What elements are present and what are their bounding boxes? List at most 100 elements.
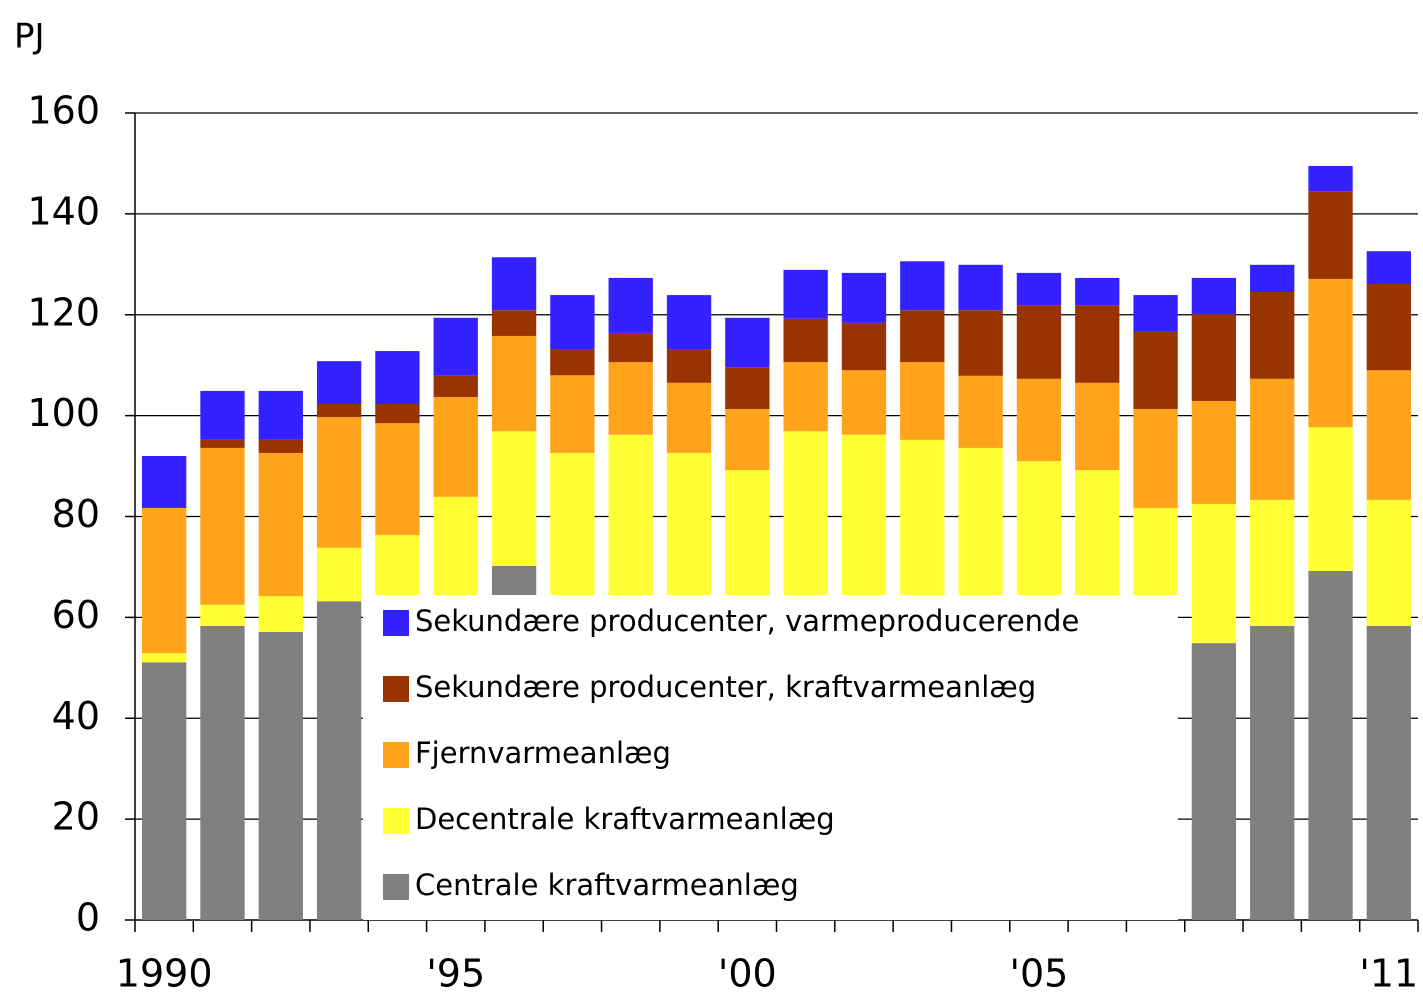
- x-tick-label: '11: [1359, 952, 1418, 996]
- bar-segment: [550, 349, 595, 376]
- y-tick-label: 80: [52, 492, 100, 536]
- bar-segment: [1308, 570, 1353, 920]
- bar-segment: [258, 632, 303, 920]
- bar-segment: [433, 317, 478, 376]
- bar-segment: [725, 367, 770, 410]
- y-axis-label: PJ: [14, 17, 45, 57]
- bar-segment: [550, 295, 595, 350]
- legend-label: Sekundære producenter, kraftvarmeanlæg: [415, 670, 1036, 704]
- bar-segment: [841, 322, 887, 371]
- bar-segment: [1191, 643, 1237, 920]
- legend-label: Centrale kraftvarmeanlæg: [415, 868, 799, 902]
- bar-segment: [1191, 503, 1237, 644]
- bar-segment: [200, 625, 245, 920]
- bar-segment: [841, 370, 887, 435]
- bar-segment: [200, 447, 245, 605]
- bar-segment: [1075, 382, 1120, 471]
- bar-segment: [1308, 427, 1353, 571]
- bar-segment: [608, 362, 653, 435]
- bar-segment: [1308, 278, 1353, 428]
- y-tick-label: 120: [27, 290, 100, 334]
- bar-segment: [141, 662, 187, 920]
- x-tick-label: '95: [426, 952, 485, 996]
- bar-segment: [316, 404, 362, 418]
- bar-segment: [258, 390, 303, 440]
- y-tick-label: 140: [27, 189, 100, 233]
- bar-segment: [141, 455, 187, 508]
- bar-segment: [141, 507, 187, 654]
- bar-segment: [200, 439, 245, 448]
- bar-segment: [608, 332, 653, 363]
- bar-segment: [258, 439, 303, 453]
- bar-segment: [1133, 295, 1178, 332]
- bar-segment: [316, 361, 362, 405]
- bar-segment: [783, 269, 828, 319]
- bar-segment: [491, 335, 537, 432]
- bar-segment: [1366, 499, 1412, 626]
- bar-segment: [900, 310, 945, 363]
- bar-segment: [666, 295, 712, 350]
- bar-segment: [1366, 370, 1412, 500]
- bar-segment: [200, 604, 245, 626]
- bar-segment: [1308, 191, 1353, 279]
- bar-segment: [666, 382, 712, 453]
- bar-segment: [1191, 277, 1237, 315]
- bar-segment: [783, 362, 828, 432]
- bar-segment: [491, 431, 537, 566]
- bar-segment: [1075, 277, 1120, 306]
- bar-segment: [375, 423, 420, 536]
- bar-segment: [1366, 625, 1412, 920]
- legend-swatch: [383, 610, 409, 636]
- bar-segment: [1191, 314, 1237, 401]
- bar-segment: [258, 596, 303, 633]
- y-tick-label: 60: [52, 593, 100, 637]
- y-tick-label: 100: [27, 391, 100, 435]
- y-tick-label: 20: [52, 795, 100, 839]
- bar-segment: [316, 417, 362, 548]
- legend-label: Decentrale kraftvarmeanlæg: [415, 802, 835, 836]
- bar-segment: [725, 317, 770, 368]
- bar-segment: [1075, 305, 1120, 383]
- bar-segment: [433, 375, 478, 397]
- bar-segment: [958, 310, 1003, 376]
- bar-segment: [1250, 378, 1295, 500]
- bar-segment: [1133, 409, 1178, 508]
- legend-swatch: [383, 808, 409, 834]
- bar-segment: [725, 409, 770, 471]
- legend-box: [363, 595, 1178, 920]
- y-tick-label: 40: [52, 694, 100, 738]
- bar-segment: [900, 261, 945, 311]
- bar-segment: [841, 272, 887, 323]
- bar-segment: [1191, 400, 1237, 504]
- bar-segment: [1016, 272, 1062, 306]
- bar-segment: [608, 277, 653, 333]
- bar-segment: [1250, 264, 1295, 293]
- legend-label: Sekundære producenter, varmeproducerende: [415, 604, 1079, 638]
- bar-segment: [1250, 625, 1295, 920]
- legend-swatch: [383, 874, 409, 900]
- bar-segment: [375, 404, 420, 424]
- bar-segment: [550, 375, 595, 453]
- bar-segment: [491, 310, 537, 336]
- bar-segment: [900, 362, 945, 440]
- bar-segment: [783, 318, 828, 363]
- bar-segment: [1250, 292, 1295, 379]
- x-tick-label: '05: [1010, 952, 1069, 996]
- x-tick-label: 1990: [116, 952, 213, 996]
- bar-segment: [316, 601, 362, 920]
- bar-segment: [316, 547, 362, 602]
- legend-swatch: [383, 676, 409, 702]
- bar-segment: [1133, 331, 1178, 410]
- bar-segment: [1366, 251, 1412, 284]
- legend-swatch: [383, 742, 409, 768]
- bar-segment: [375, 351, 420, 405]
- bar-segment: [491, 257, 537, 311]
- bar-segment: [958, 375, 1003, 448]
- bar-segment: [1250, 499, 1295, 626]
- bar-segment: [1016, 378, 1062, 462]
- y-tick-label: 0: [76, 896, 100, 940]
- bar-segment: [958, 264, 1003, 311]
- bar-segment: [141, 653, 187, 663]
- bar-segment: [200, 390, 245, 440]
